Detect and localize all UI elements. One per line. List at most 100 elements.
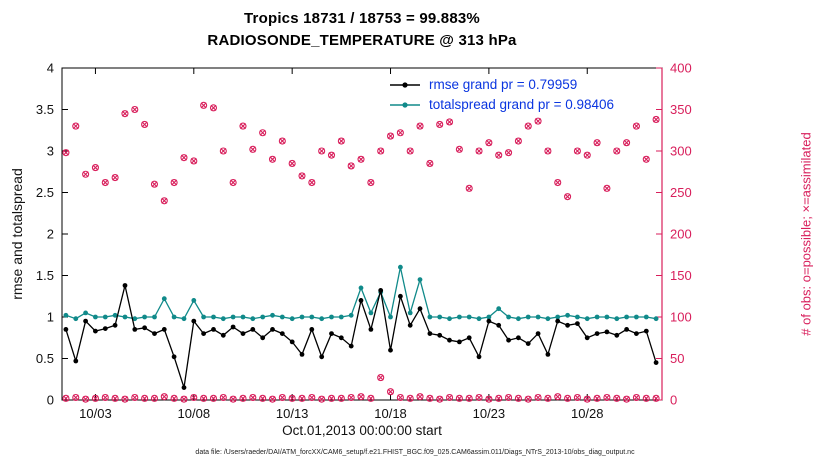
obs-assimilated-marker-icon bbox=[190, 394, 197, 401]
obs-assimilated-marker-icon bbox=[141, 395, 148, 402]
obs-assimilated-marker-icon bbox=[308, 179, 315, 186]
obs-assimilated-marker-icon bbox=[367, 395, 374, 402]
obs-possible-marker-icon bbox=[160, 197, 168, 205]
obs-possible-marker-icon bbox=[298, 172, 306, 180]
right-tick-label: 350 bbox=[670, 102, 692, 117]
obs-possible-marker-icon bbox=[101, 178, 109, 187]
totalspread-point bbox=[279, 314, 285, 320]
obs-assimilated-marker-icon bbox=[230, 396, 237, 403]
obs-possible-marker-icon bbox=[613, 147, 621, 155]
x-tick-label: 10/23 bbox=[473, 406, 506, 421]
rmse-series-layer bbox=[63, 283, 659, 390]
obs-assimilated-marker-icon bbox=[328, 152, 335, 159]
rmse-point bbox=[575, 321, 580, 326]
obs-assimilated-marker-icon bbox=[495, 152, 502, 159]
obs-possible-marker-icon bbox=[603, 393, 611, 402]
obs-possible-marker-icon bbox=[239, 394, 247, 402]
left-tick-label: 1.5 bbox=[36, 268, 54, 283]
obs-possible-marker-icon bbox=[642, 394, 650, 402]
obs-assimilated-marker-icon bbox=[485, 139, 492, 146]
totalspread-point bbox=[643, 314, 649, 320]
totalspread-point bbox=[73, 316, 79, 322]
obs-possible-marker-icon bbox=[131, 105, 139, 114]
obs-possible-marker-icon bbox=[318, 147, 326, 155]
obs-possible-marker-icon bbox=[367, 178, 375, 187]
obs-assimilated-marker-icon bbox=[446, 118, 453, 125]
legend-label-totalspread: totalspread grand pr = 0.98406 bbox=[429, 97, 615, 112]
obs-assimilated-marker-icon bbox=[239, 395, 246, 402]
obs-assimilated-marker-icon bbox=[200, 395, 207, 402]
obs-count-markers-layer bbox=[62, 101, 660, 403]
obs-assimilated-marker-icon bbox=[535, 118, 542, 125]
obs-possible-marker-icon bbox=[249, 393, 257, 402]
obs-assimilated-marker-icon bbox=[377, 374, 384, 381]
obs-possible-marker-icon bbox=[239, 122, 247, 130]
obs-assimilated-marker-icon bbox=[623, 139, 630, 146]
obs-possible-marker-icon bbox=[406, 394, 414, 402]
totalspread-point bbox=[575, 314, 580, 320]
obs-assimilated-marker-icon bbox=[426, 160, 433, 167]
obs-assimilated-marker-icon bbox=[603, 185, 610, 192]
obs-possible-marker-icon bbox=[583, 395, 591, 403]
obs-possible-marker-icon bbox=[337, 137, 345, 145]
obs-assimilated-marker-icon bbox=[505, 394, 512, 401]
obs-possible-marker-icon bbox=[583, 151, 591, 159]
obs-assimilated-marker-icon bbox=[397, 129, 404, 136]
rmse-point bbox=[545, 352, 551, 357]
obs-possible-marker-icon bbox=[259, 394, 267, 402]
obs-possible-marker-icon bbox=[632, 122, 640, 130]
rmse-point bbox=[270, 327, 275, 332]
obs-possible-marker-icon bbox=[229, 178, 237, 187]
obs-assimilated-marker-icon bbox=[62, 395, 69, 402]
obs-possible-marker-icon bbox=[524, 122, 532, 130]
totalspread-point bbox=[181, 316, 187, 322]
rmse-point bbox=[319, 354, 325, 360]
obs-assimilated-marker-icon bbox=[436, 396, 443, 403]
totalspread-point bbox=[270, 312, 275, 318]
totalspread-point bbox=[368, 310, 374, 316]
obs-possible-marker-icon bbox=[170, 394, 178, 402]
obs-possible-marker-icon bbox=[603, 184, 611, 192]
totalspread-point bbox=[201, 314, 207, 320]
obs-assimilated-marker-icon bbox=[476, 394, 483, 401]
rmse-point bbox=[535, 331, 541, 336]
totalspread-point bbox=[427, 314, 433, 320]
plot-box bbox=[61, 67, 663, 401]
obs-possible-marker-icon bbox=[82, 395, 90, 403]
obs-assimilated-marker-icon bbox=[466, 395, 473, 402]
rmse-point bbox=[132, 327, 138, 332]
obs-possible-marker-icon bbox=[426, 394, 434, 402]
obs-assimilated-marker-icon bbox=[102, 179, 109, 186]
rmse-point bbox=[447, 337, 452, 343]
totalspread-point bbox=[338, 314, 344, 320]
obs-assimilated-marker-icon bbox=[387, 388, 394, 395]
right-tick-label: 0 bbox=[670, 393, 677, 408]
obs-assimilated-marker-icon bbox=[505, 149, 512, 156]
totalspread-point bbox=[63, 312, 69, 318]
rmse-point bbox=[73, 358, 79, 364]
rmse-point bbox=[614, 332, 620, 338]
rmse-point bbox=[161, 327, 167, 332]
obs-possible-marker-icon bbox=[505, 149, 513, 157]
x-tick-label: 10/28 bbox=[571, 406, 604, 421]
obs-possible-marker-icon bbox=[229, 395, 237, 403]
obs-assimilated-marker-icon bbox=[417, 123, 424, 130]
rmse-point bbox=[604, 329, 610, 335]
right-tick-label: 400 bbox=[670, 61, 692, 76]
obs-possible-marker-icon bbox=[141, 120, 149, 128]
obs-assimilated-marker-icon bbox=[112, 174, 119, 181]
obs-possible-marker-icon bbox=[455, 394, 463, 402]
rmse-point bbox=[525, 341, 531, 346]
obs-assimilated-marker-icon bbox=[456, 146, 463, 153]
obs-possible-marker-icon bbox=[652, 115, 660, 124]
rmse-point bbox=[506, 337, 511, 343]
totalspread-point bbox=[437, 314, 443, 320]
rmse-point bbox=[142, 325, 148, 331]
obs-possible-marker-icon bbox=[268, 395, 277, 403]
right-tick-label: 200 bbox=[670, 227, 692, 242]
obs-assimilated-marker-icon bbox=[259, 129, 266, 136]
obs-possible-marker-icon bbox=[534, 393, 542, 402]
obs-possible-marker-icon bbox=[288, 159, 296, 167]
obs-possible-marker-icon bbox=[268, 155, 277, 163]
obs-possible-marker-icon bbox=[544, 394, 552, 402]
